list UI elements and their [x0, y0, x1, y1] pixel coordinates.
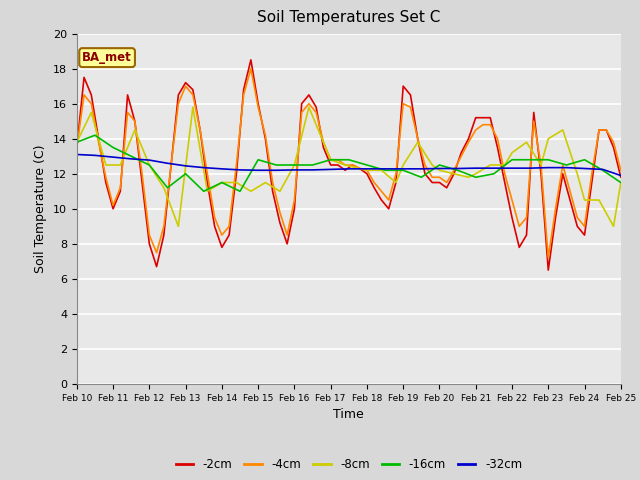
Title: Soil Temperatures Set C: Soil Temperatures Set C — [257, 11, 440, 25]
Y-axis label: Soil Temperature (C): Soil Temperature (C) — [35, 144, 47, 273]
Text: BA_met: BA_met — [82, 51, 132, 64]
X-axis label: Time: Time — [333, 408, 364, 421]
Legend: -2cm, -4cm, -8cm, -16cm, -32cm: -2cm, -4cm, -8cm, -16cm, -32cm — [171, 454, 527, 476]
